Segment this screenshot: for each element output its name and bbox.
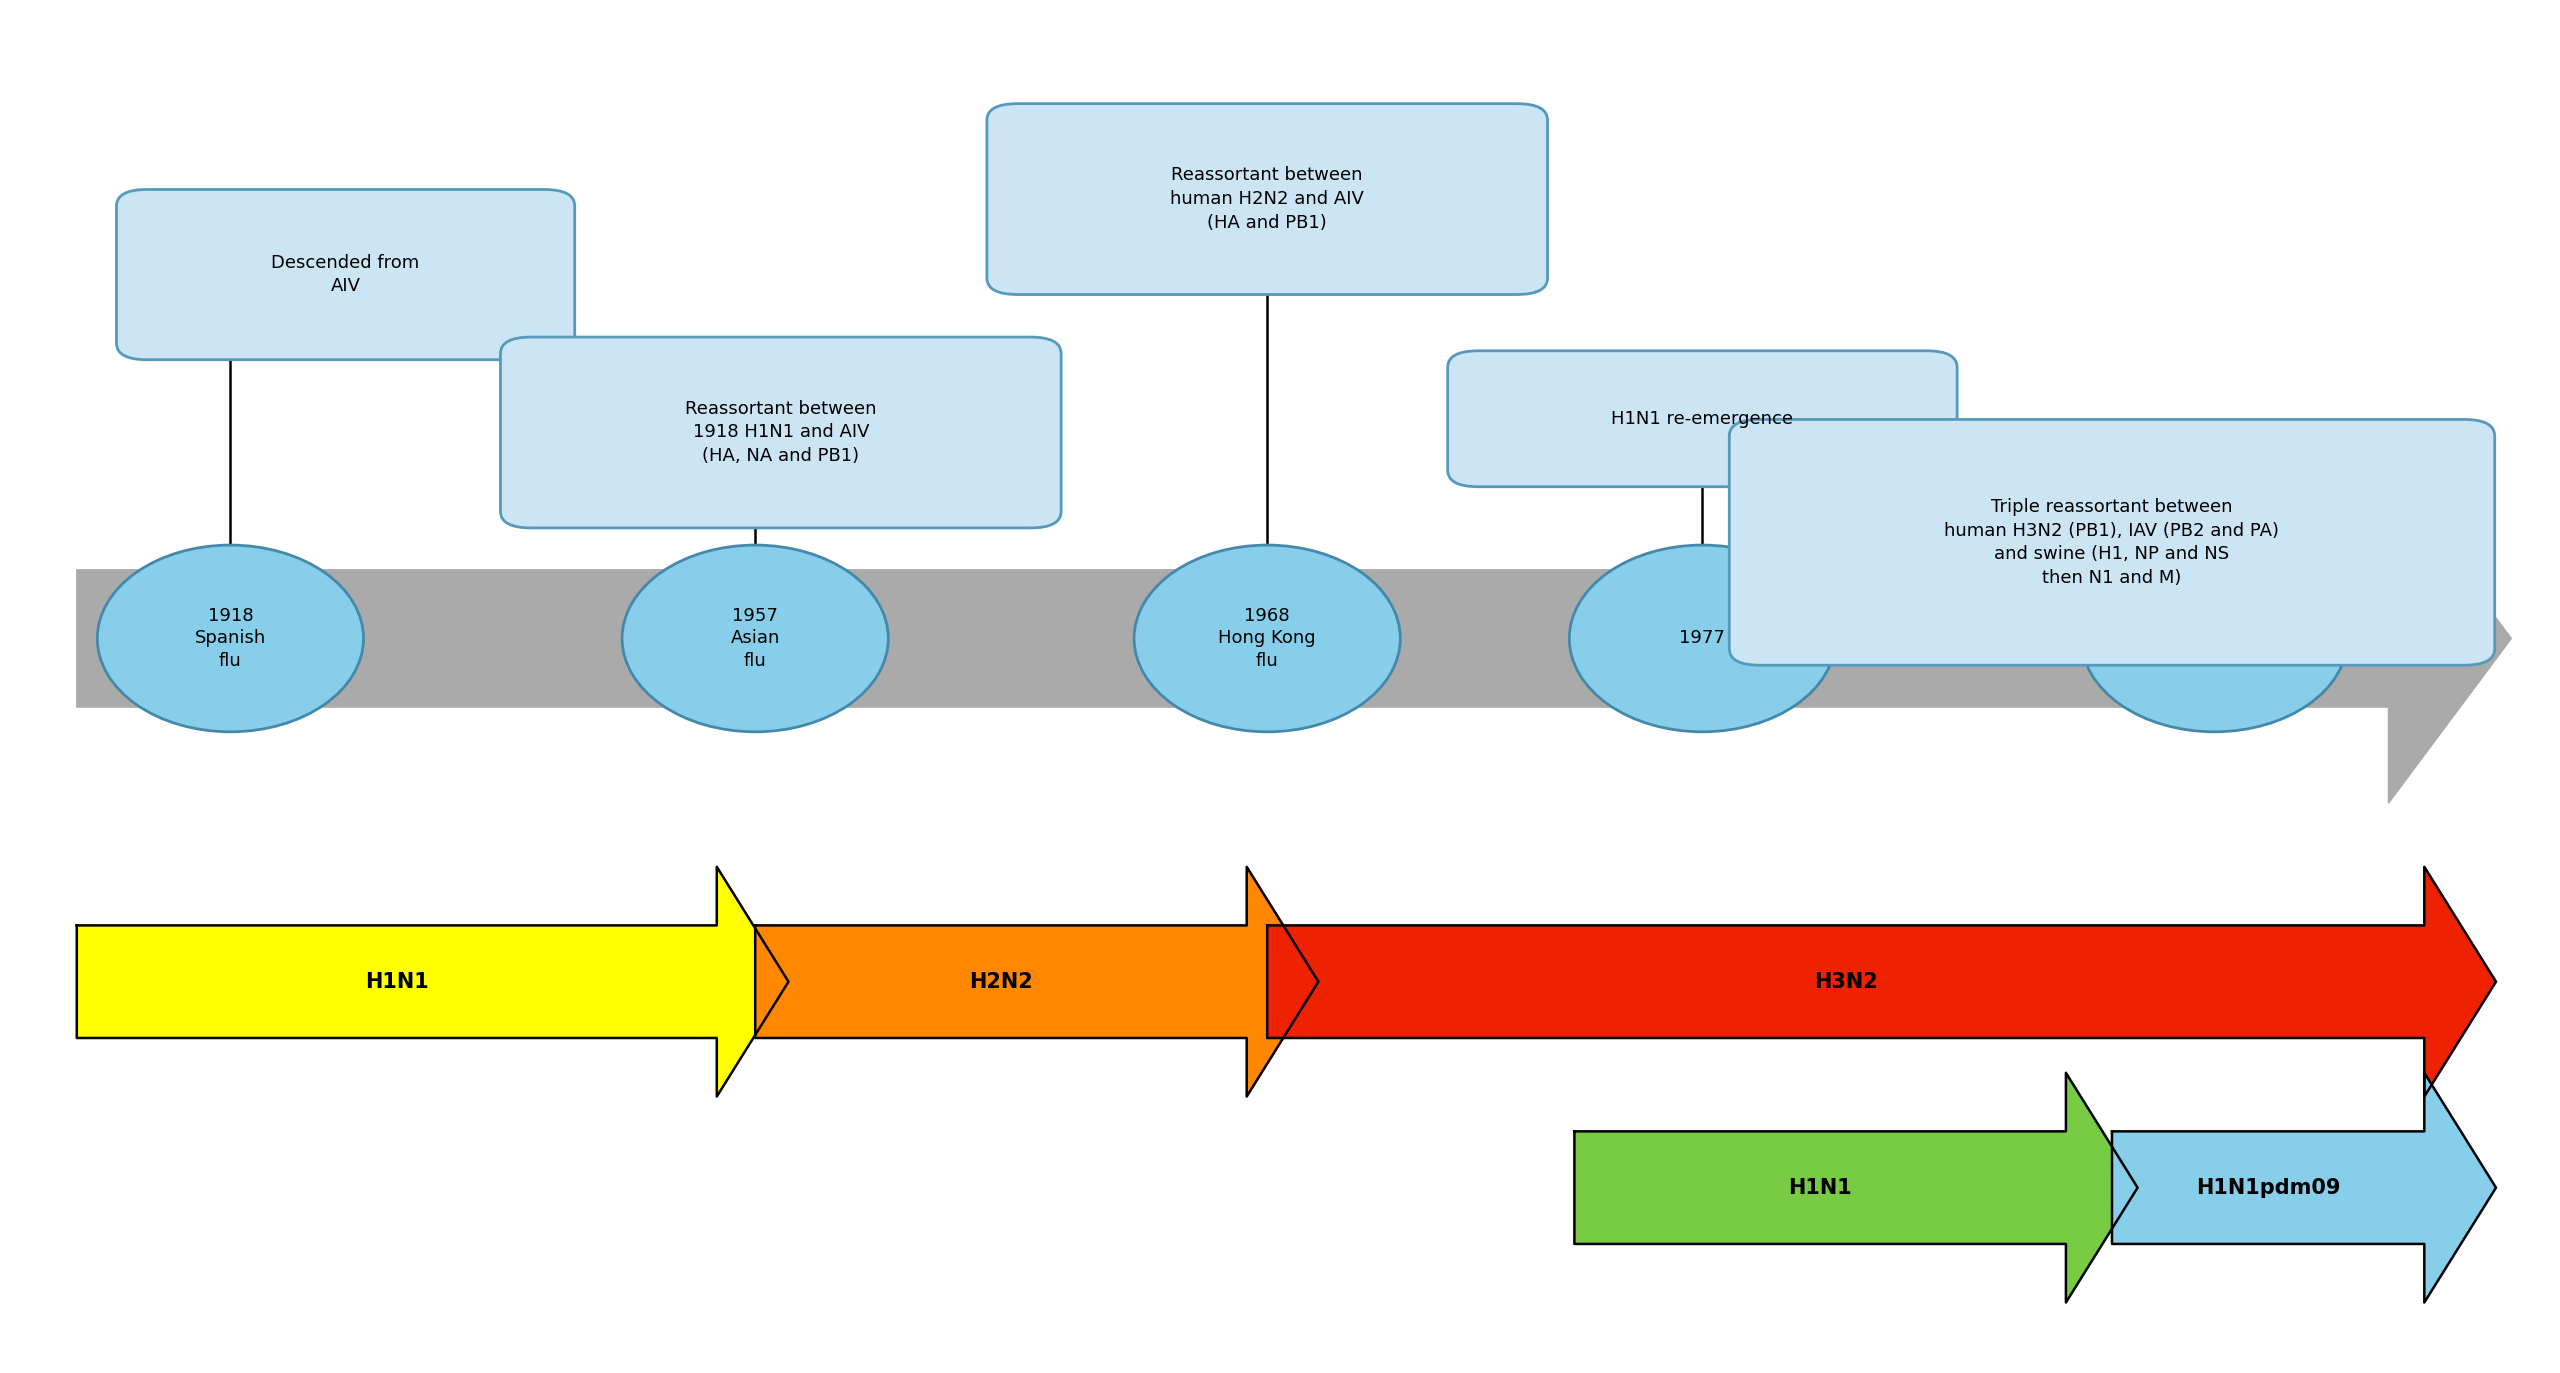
Polygon shape — [1574, 1072, 2138, 1303]
FancyBboxPatch shape — [502, 336, 1060, 527]
FancyBboxPatch shape — [986, 103, 1546, 295]
Text: 2009
Swine
flu: 2009 Swine flu — [2189, 607, 2240, 670]
Text: H1N1: H1N1 — [1789, 1178, 1851, 1197]
Polygon shape — [755, 866, 1318, 1097]
FancyBboxPatch shape — [1731, 420, 2496, 666]
Text: 1957
Asian
flu: 1957 Asian flu — [730, 607, 781, 670]
Text: H1N1: H1N1 — [366, 972, 428, 991]
Text: Triple reassortant between
human H3N2 (PB1), IAV (PB2 and PA)
and swine (H1, NP : Triple reassortant between human H3N2 (P… — [1946, 498, 2278, 586]
Polygon shape — [1267, 866, 2496, 1097]
Ellipse shape — [622, 545, 888, 732]
Ellipse shape — [2081, 545, 2348, 732]
Polygon shape — [77, 474, 2511, 803]
Text: 1977: 1977 — [1679, 629, 1725, 648]
FancyBboxPatch shape — [1449, 350, 1956, 487]
Text: H1N1pdm09: H1N1pdm09 — [2196, 1178, 2340, 1197]
Text: H2N2: H2N2 — [970, 972, 1032, 991]
Text: Reassortant between
1918 H1N1 and AIV
(HA, NA and PB1): Reassortant between 1918 H1N1 and AIV (H… — [686, 400, 876, 465]
Polygon shape — [77, 866, 788, 1097]
Ellipse shape — [1569, 545, 1836, 732]
FancyBboxPatch shape — [118, 189, 576, 360]
Ellipse shape — [1134, 545, 1400, 732]
Text: 1918
Spanish
flu: 1918 Spanish flu — [195, 607, 266, 670]
Text: Reassortant between
human H2N2 and AIV
(HA and PB1): Reassortant between human H2N2 and AIV (… — [1170, 166, 1364, 232]
Text: H3N2: H3N2 — [1815, 972, 1876, 991]
Text: 1968
Hong Kong
flu: 1968 Hong Kong flu — [1219, 607, 1316, 670]
Ellipse shape — [97, 545, 364, 732]
Text: Descended from
AIV: Descended from AIV — [271, 254, 420, 295]
Text: H1N1 re-emergence: H1N1 re-emergence — [1610, 409, 1795, 428]
Polygon shape — [2112, 1072, 2496, 1303]
